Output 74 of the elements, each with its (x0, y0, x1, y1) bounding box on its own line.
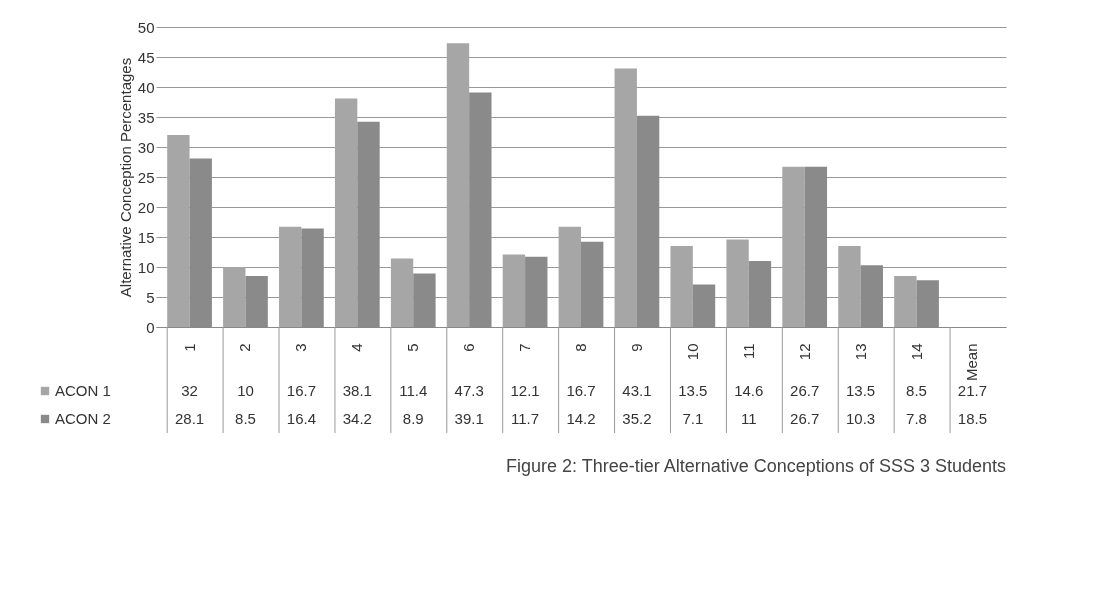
bar (726, 239, 749, 327)
bar (614, 68, 637, 327)
x-tick-label: 13 (851, 343, 869, 361)
data-label: 11.4 (399, 382, 428, 399)
y-tick-label: 20 (137, 198, 155, 216)
data-label: 8.5 (906, 382, 927, 399)
data-label: 11.7 (511, 410, 540, 427)
data-label: 11 (740, 410, 757, 427)
data-label: 16.7 (566, 382, 596, 399)
data-label: 43.1 (622, 382, 652, 399)
bar (334, 98, 358, 327)
text: 18.5 (957, 410, 988, 427)
bar (223, 267, 246, 327)
y-tick-label: 40 (137, 78, 155, 96)
y-tick-label: 0 (146, 318, 155, 336)
y-tick-label: 10 (137, 258, 155, 276)
x-tick-label: 10 (683, 343, 701, 361)
data-label: 16.7 (286, 382, 316, 399)
data-label: 16.4 (286, 410, 316, 427)
bar (782, 166, 805, 327)
text: 21.7 (957, 382, 988, 399)
x-tick-label: 3 (292, 343, 310, 352)
y-tick-label: 15 (137, 228, 155, 246)
legend-label: ACON 2 (55, 410, 111, 427)
data-label: 28.1 (174, 410, 205, 427)
x-tick-label: 4 (348, 343, 366, 352)
data-label: 26.7 (790, 410, 820, 427)
data-label: 47.3 (454, 382, 484, 399)
data-label: 7.8 (906, 410, 927, 427)
legend-label: ACON 1 (55, 382, 111, 399)
data-label: 13.5 (678, 382, 708, 399)
data-label: 7.1 (682, 410, 704, 427)
y-tick-label: 30 (137, 138, 155, 156)
data-label: 14.6 (734, 382, 764, 399)
y-tick-label: 45 (137, 48, 155, 66)
x-tick-label: Mean (963, 343, 981, 382)
x-tick-label: 2 (236, 343, 254, 352)
bar (390, 258, 414, 327)
data-label: 10 (237, 382, 254, 399)
bar (167, 135, 190, 327)
y-tick-label: 25 (137, 168, 155, 186)
x-tick-label: 8 (572, 343, 589, 352)
y-axis-title: Alternative Conception Percentages (116, 57, 134, 298)
data-label: 38.1 (342, 382, 372, 399)
x-tick-label: 14 (907, 343, 925, 361)
data-label: 12.1 (510, 382, 540, 399)
x-tick-label: 12 (795, 343, 813, 361)
bar (502, 254, 526, 327)
y-tick-label: 5 (146, 288, 155, 306)
data-label: 8.9 (402, 410, 424, 427)
x-tick-label: 7 (516, 343, 534, 352)
data-label: 8.5 (235, 410, 256, 427)
data-label: 14.2 (566, 410, 596, 427)
y-tick-label: 50 (137, 18, 155, 36)
data-label: 39.1 (454, 410, 484, 427)
data-label: 34.2 (342, 410, 372, 427)
bar (838, 246, 861, 327)
x-tick-label: 5 (404, 343, 422, 352)
text: Figure 2: Three-tier Alternative Conceptions of SSS 3 Students (506, 455, 1006, 476)
data-label: 13.5 (846, 382, 876, 399)
data-label: 10.3 (846, 410, 876, 427)
bar (894, 276, 917, 327)
bar (446, 43, 470, 327)
x-tick-label: 1 (180, 343, 198, 352)
x-tick-label: 6 (460, 343, 478, 352)
bar (558, 226, 581, 327)
x-tick-label: 11 (739, 343, 757, 360)
data-label: 32 (181, 382, 198, 399)
data-label: 35.2 (622, 410, 652, 427)
data-label: 26.7 (790, 382, 820, 399)
bar (279, 226, 302, 327)
x-tick-label: 9 (627, 343, 645, 352)
y-tick-label: 35 (137, 108, 155, 126)
bar (670, 246, 693, 327)
